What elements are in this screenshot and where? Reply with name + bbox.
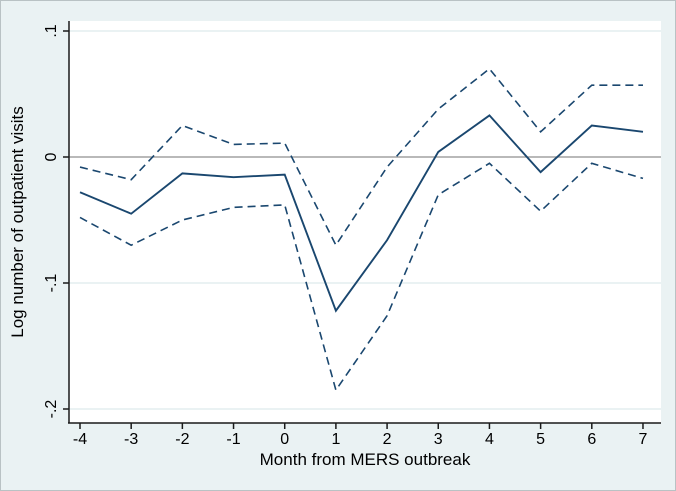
y-tick-label: -.1: [43, 273, 60, 293]
x-tick-label: 3: [433, 431, 443, 448]
y-axis-title: Log number of outpatient visits: [8, 106, 27, 338]
y-tick-label: -.2: [43, 399, 60, 419]
lower-95ci-line: [79, 162, 644, 392]
x-tick-label: 6: [587, 431, 597, 448]
x-tick-label: -1: [226, 431, 241, 448]
x-tick-label: 2: [382, 431, 392, 448]
x-tick-label: -4: [72, 431, 88, 448]
x-tick-label: 0: [280, 431, 290, 448]
point-estimate-line: [79, 114, 644, 313]
x-axis-title: Month from MERS outbreak: [259, 450, 471, 469]
y-tick-label: .1: [43, 24, 60, 38]
x-tick-label: 4: [484, 431, 494, 448]
x-tick-label: 7: [638, 431, 648, 448]
x-tick-label: -2: [175, 431, 190, 448]
x-tick-label: 1: [331, 431, 341, 448]
x-tick-label: -3: [124, 431, 139, 448]
upper-95ci-line: [79, 67, 643, 247]
y-tick-label: 0: [43, 152, 60, 162]
plot-area: [69, 21, 661, 423]
x-tick-label: 5: [536, 431, 546, 448]
